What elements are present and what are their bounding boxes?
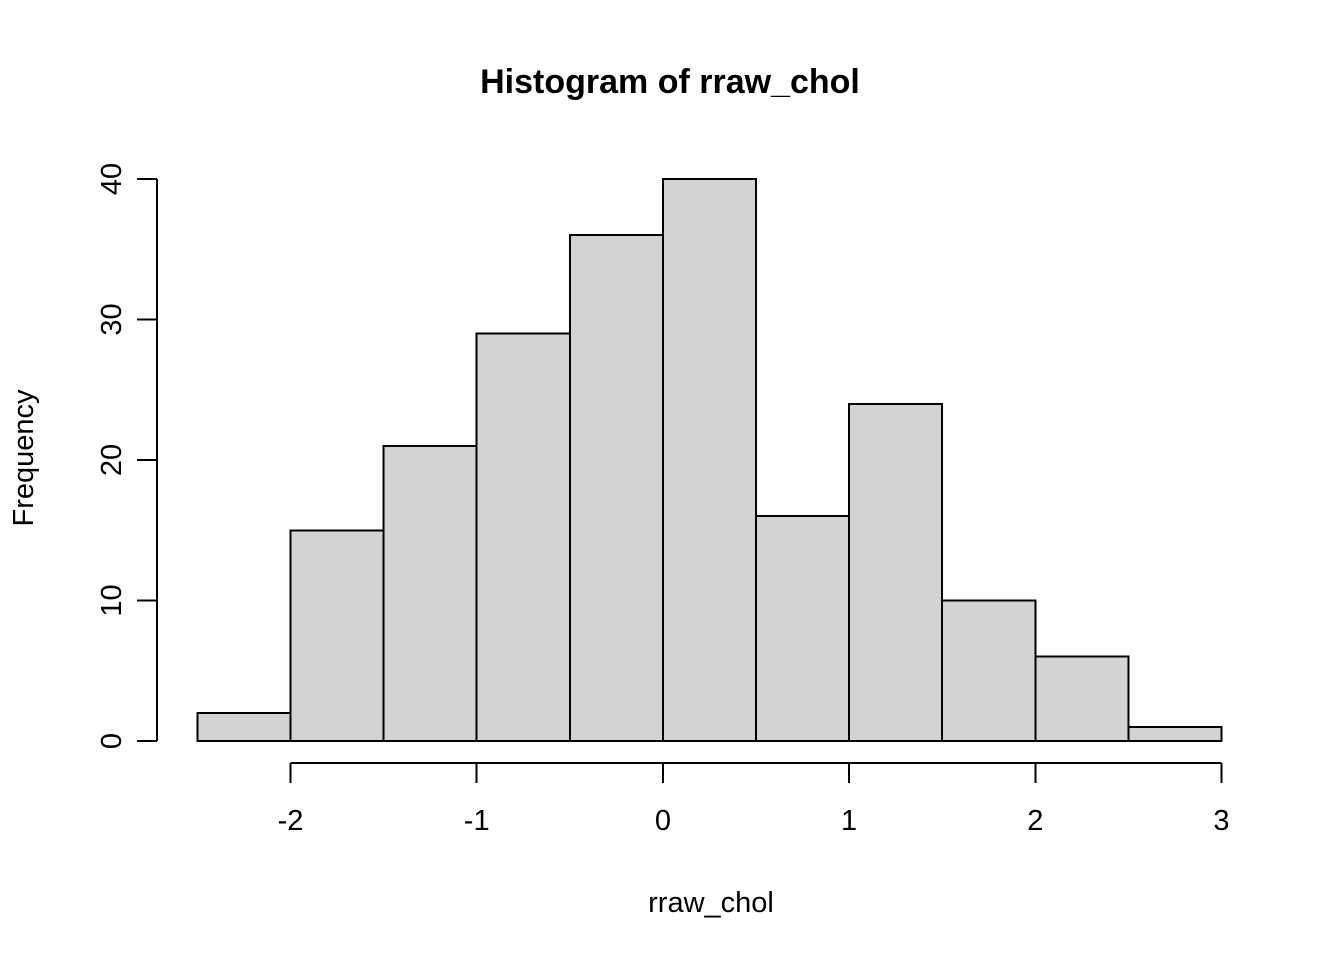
- histogram-bar: [755, 515, 851, 743]
- x-axis-label: rraw_chol: [648, 887, 774, 919]
- x-tick-label: 3: [1213, 805, 1229, 837]
- y-tick-label: 0: [96, 733, 128, 749]
- y-axis-label: Frequency: [8, 389, 40, 527]
- bars-group: [196, 178, 1223, 743]
- x-axis: -2 -1 0 1 2 3: [278, 762, 1230, 837]
- y-tick-label: 10: [96, 584, 128, 616]
- y-tick-label: 40: [96, 163, 128, 195]
- chart-title: Histogram of rraw_chol: [480, 63, 860, 101]
- x-tick-label: 1: [841, 805, 857, 837]
- histogram-bar: [1127, 726, 1223, 742]
- histogram-bar: [382, 444, 478, 742]
- x-tick-label: -1: [464, 805, 490, 837]
- histogram-bar: [941, 599, 1037, 742]
- histogram-bar: [1034, 655, 1130, 743]
- x-tick-label: 2: [1027, 805, 1043, 837]
- y-axis: 0 10 20 30 40: [96, 163, 158, 749]
- y-tick-label: 30: [96, 303, 128, 335]
- histogram-bar: [475, 332, 571, 742]
- x-tick-label: 0: [655, 805, 671, 837]
- histogram-bar: [848, 402, 944, 742]
- histogram-bar: [289, 529, 385, 743]
- histogram-bar: [568, 234, 664, 742]
- histogram-bar: [661, 178, 758, 742]
- histogram-bar: [196, 711, 292, 743]
- y-tick-label: 20: [96, 444, 128, 476]
- x-tick-label: -2: [278, 805, 304, 837]
